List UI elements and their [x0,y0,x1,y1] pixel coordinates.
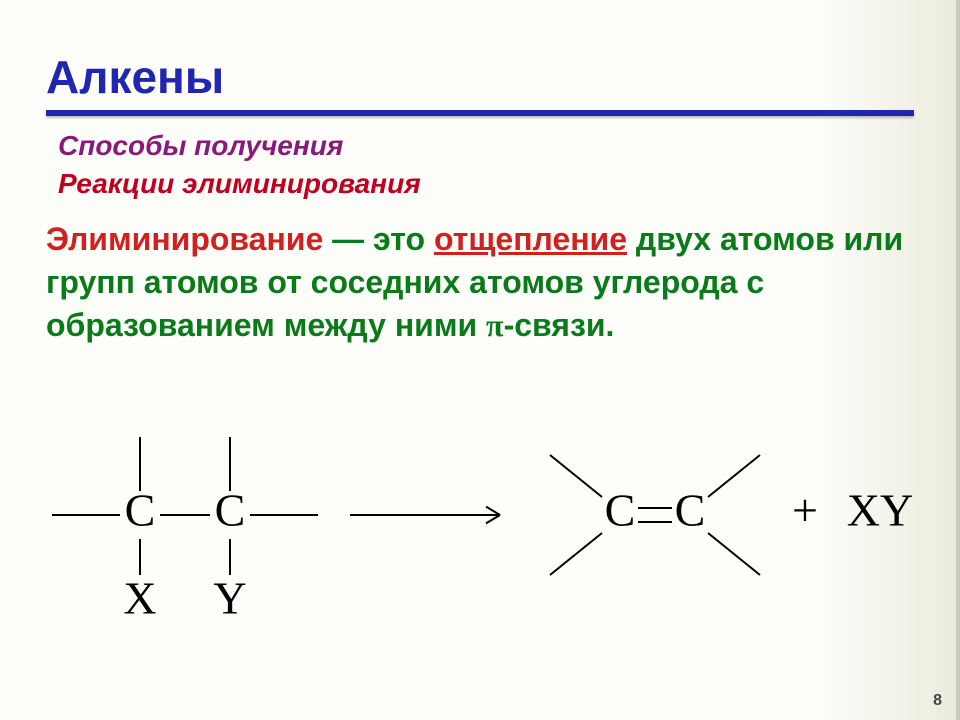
svg-text:C: C [675,485,706,536]
slide-shadow [956,0,960,720]
page-number: 8 [933,692,942,710]
svg-text:C: C [125,485,156,536]
svg-text:XY: XY [847,485,913,536]
definition-text: Элиминирование — это отщепление двух ато… [46,218,916,348]
def-term: Элиминирование [46,221,323,257]
reaction-diagram: CCXYCC+XY [30,395,930,635]
page-title: Алкены [46,50,224,104]
svg-text:Y: Y [213,573,246,624]
def-tail: -связи. [504,307,615,343]
svg-text:+: + [792,485,818,536]
svg-text:C: C [605,485,636,536]
title-rule [46,110,914,116]
svg-text:C: C [215,485,246,536]
slide: Алкены Способы получения Реакции элимини… [0,0,960,720]
subtitle-1: Способы получения [58,130,343,162]
def-dash: — это [323,221,434,257]
subtitle-2: Реакции элиминирования [58,168,421,200]
def-highlight: отщепление [434,221,627,257]
def-pi: π [486,307,504,343]
svg-text:X: X [123,573,156,624]
